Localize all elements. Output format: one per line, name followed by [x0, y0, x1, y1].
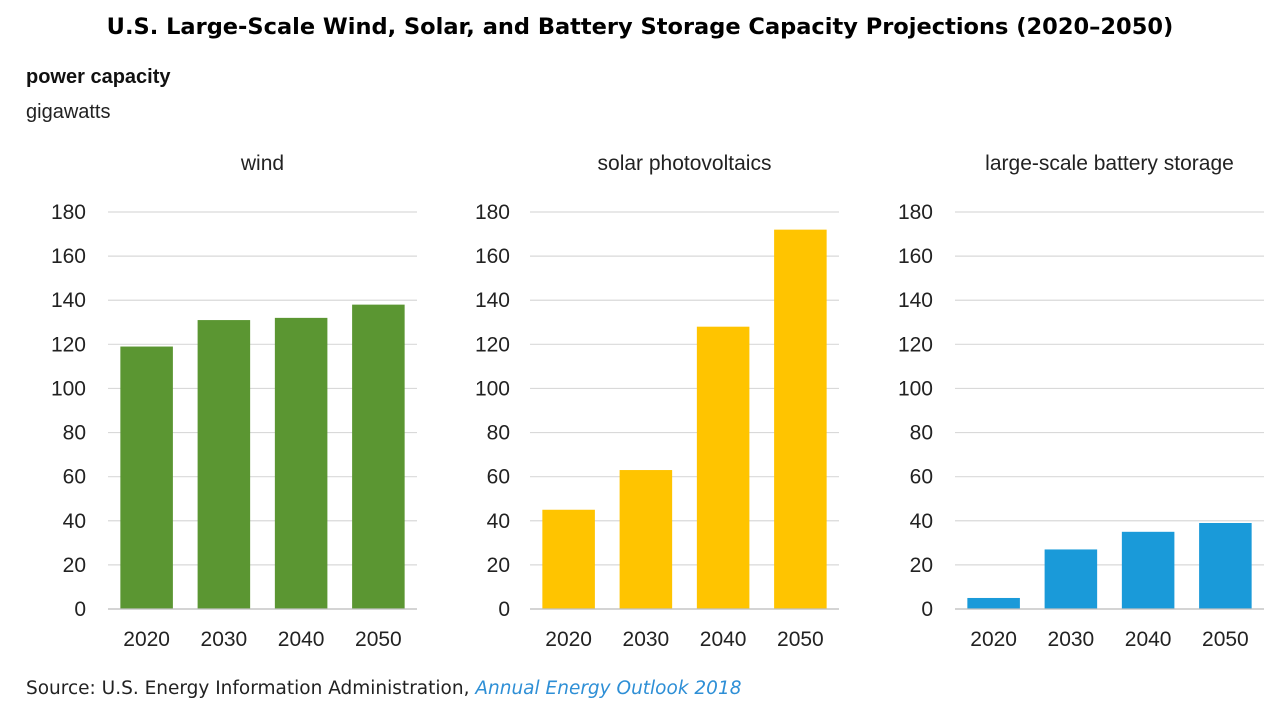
chart-0-y-tick-180: 180 — [51, 201, 86, 224]
chart-0-y-tick-20: 20 — [63, 554, 86, 577]
chart-1-y-tick-120: 120 — [475, 333, 510, 356]
chart-2-x-tick-2020: 2020 — [970, 628, 1017, 651]
chart-1-bar-2030 — [619, 470, 673, 609]
chart-1-x-tick-2040: 2040 — [700, 628, 747, 651]
page-title: U.S. Large-Scale Wind, Solar, and Batter… — [106, 14, 1174, 40]
chart-2-x-tick-2050: 2050 — [1202, 628, 1249, 651]
chart-1-y-tick-80: 80 — [487, 422, 510, 445]
chart-2-bar-2040 — [1121, 531, 1175, 609]
chart-0-bar-2020 — [120, 346, 173, 609]
chart-0-x-tick-2050: 2050 — [355, 628, 402, 651]
chart-2-y-tick-0: 0 — [921, 598, 933, 621]
chart-1-y-tick-160: 160 — [475, 245, 510, 268]
chart-2-y-tick-100: 100 — [898, 377, 933, 400]
chart-2-y-tick-80: 80 — [910, 422, 933, 445]
chart-2-y-tick-60: 60 — [910, 466, 933, 489]
chart-1-title: solar photovoltaics — [598, 152, 772, 175]
chart-1-y-tick-180: 180 — [475, 201, 510, 224]
chart-2-y-tick-180: 180 — [898, 201, 933, 224]
chart-1-y-tick-60: 60 — [487, 466, 510, 489]
chart-2-title: large-scale battery storage — [985, 152, 1234, 175]
chart-2-y-tick-140: 140 — [898, 289, 933, 312]
chart-2-x-tick-2040: 2040 — [1125, 628, 1172, 651]
chart-0-y-tick-100: 100 — [51, 377, 86, 400]
chart-0-y-tick-40: 40 — [63, 510, 86, 533]
chart-1-bar-2050 — [774, 229, 827, 609]
chart-1-x-tick-2020: 2020 — [545, 628, 592, 651]
chart-0-y-tick-160: 160 — [51, 245, 86, 268]
chart-1-x-tick-2050: 2050 — [777, 628, 824, 651]
chart-0-x-tick-2020: 2020 — [123, 628, 170, 651]
chart-0-y-tick-0: 0 — [74, 598, 86, 621]
chart-2-bar-2030 — [1044, 549, 1098, 609]
chart-0-y-tick-140: 140 — [51, 289, 86, 312]
chart-0-y-tick-80: 80 — [63, 422, 86, 445]
chart-2-y-tick-160: 160 — [898, 245, 933, 268]
chart-2-y-tick-20: 20 — [910, 554, 933, 577]
chart-0-x-tick-2040: 2040 — [278, 628, 325, 651]
chart-0-bar-2050 — [352, 304, 405, 609]
chart-1-bar-2040 — [696, 326, 750, 609]
chart-0-y-tick-60: 60 — [63, 466, 86, 489]
chart-2-bar-2020 — [967, 597, 1020, 609]
chart-0-y-tick-120: 120 — [51, 333, 86, 356]
chart-2-y-tick-120: 120 — [898, 333, 933, 356]
source-note: Source: U.S. Energy Information Administ… — [26, 678, 742, 699]
measure-label: power capacity — [26, 66, 171, 88]
chart-2-x-tick-2030: 2030 — [1048, 628, 1095, 651]
unit-label: gigawatts — [26, 101, 111, 123]
chart-1-y-tick-100: 100 — [475, 377, 510, 400]
chart-2-y-tick-40: 40 — [910, 510, 933, 533]
source-prefix: Source: U.S. Energy Information Administ… — [26, 678, 476, 699]
chart-1-x-tick-2030: 2030 — [623, 628, 670, 651]
chart-1-bar-2020 — [542, 509, 595, 609]
chart-0-title: wind — [240, 152, 284, 175]
source-publication: Annual Energy Outlook 2018 — [475, 678, 742, 699]
chart-0-x-tick-2030: 2030 — [201, 628, 248, 651]
chart-0-bar-2030 — [197, 320, 251, 609]
chart-0-bar-2040 — [274, 317, 328, 609]
chart-1-y-tick-140: 140 — [475, 289, 510, 312]
chart-1-y-tick-0: 0 — [498, 598, 510, 621]
chart-1-y-tick-20: 20 — [487, 554, 510, 577]
chart-1-y-tick-40: 40 — [487, 510, 510, 533]
chart-2-bar-2050 — [1199, 522, 1252, 609]
